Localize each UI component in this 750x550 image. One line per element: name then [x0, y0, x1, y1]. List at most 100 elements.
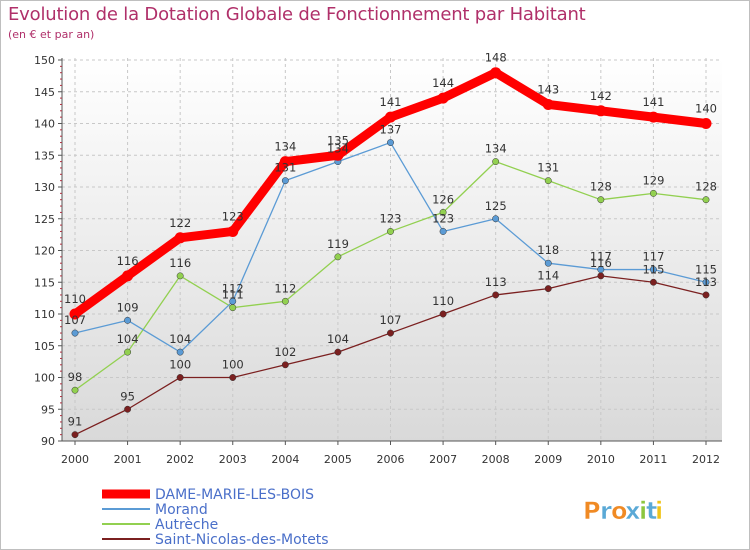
data-point	[700, 118, 712, 129]
data-label: 118	[537, 243, 559, 257]
data-label: 131	[274, 161, 296, 175]
data-point	[702, 278, 710, 286]
data-label: 109	[117, 300, 139, 314]
data-label: 117	[642, 250, 664, 264]
x-tick-label: 2002	[166, 453, 194, 466]
data-point	[387, 228, 394, 235]
data-point	[176, 374, 184, 381]
data-point	[124, 316, 132, 324]
data-label: 110	[432, 294, 454, 308]
y-tick-label: 95	[41, 403, 55, 416]
data-point	[595, 105, 607, 117]
data-point	[71, 386, 79, 394]
logo-letter: P	[583, 497, 601, 525]
x-tick-label: 2001	[114, 453, 142, 466]
x-tick-label: 2003	[219, 453, 247, 466]
x-tick-label: 2010	[587, 453, 615, 466]
data-point	[124, 405, 132, 413]
data-point	[387, 139, 394, 147]
data-label: 115	[642, 262, 664, 276]
x-tick-label: 2000	[61, 453, 89, 466]
data-point	[385, 111, 396, 123]
data-label: 113	[695, 275, 717, 289]
data-point	[332, 149, 344, 161]
data-label: 122	[169, 216, 191, 230]
data-point	[229, 297, 237, 305]
data-label: 129	[642, 173, 664, 187]
logo-letter: x	[625, 497, 641, 525]
data-point	[439, 310, 447, 318]
data-label: 123	[432, 211, 454, 225]
data-label: 141	[380, 95, 402, 109]
logo-letter: o	[611, 497, 628, 525]
data-label: 95	[120, 389, 135, 403]
y-tick-label: 115	[34, 276, 55, 289]
axes: 90 95 100 105 110 115 120 125 130 135 140 145 150 200…	[34, 54, 722, 466]
data-label: 119	[327, 237, 349, 251]
data-point	[281, 297, 289, 305]
data-point	[649, 189, 657, 197]
y-tick-label: 130	[34, 181, 55, 194]
data-label: 123	[380, 211, 402, 225]
y-tick-label: 100	[34, 372, 55, 385]
data-point	[69, 308, 81, 320]
data-point	[439, 208, 447, 216]
data-point	[176, 272, 184, 280]
data-point	[281, 361, 289, 369]
data-point	[281, 177, 289, 185]
data-label: 116	[117, 254, 139, 268]
data-point	[492, 215, 500, 223]
data-label: 134	[485, 142, 507, 156]
data-label: 116	[590, 256, 612, 270]
data-label: 123	[222, 209, 244, 223]
y-tick-label: 125	[34, 213, 55, 226]
data-label: 111	[222, 288, 244, 302]
data-point	[71, 329, 79, 337]
data-label: 128	[695, 180, 717, 194]
data-point	[124, 348, 132, 356]
chart-subtitle: (en € et par an)	[8, 28, 95, 41]
data-label: 140	[695, 102, 717, 116]
data-point	[227, 225, 239, 237]
x-tick-label: 2007	[429, 453, 457, 466]
data-label: 110	[64, 292, 86, 306]
y-tick-label: 105	[34, 340, 55, 353]
x-tick-label: 2004	[271, 453, 299, 466]
data-label: 143	[537, 82, 559, 96]
data-label: 113	[485, 275, 507, 289]
chart-title: Evolution de la Dotation Globale de Fonc…	[8, 4, 586, 25]
data-label: 107	[64, 313, 86, 327]
data-point	[544, 285, 552, 293]
data-point	[334, 348, 342, 356]
data-label: 104	[169, 332, 191, 346]
logo-letter: t	[646, 497, 657, 525]
data-label: 134	[274, 140, 296, 154]
data-point	[649, 278, 657, 286]
x-tick-label: 2012	[692, 453, 720, 466]
data-label: 104	[327, 332, 349, 346]
data-label: 104	[117, 332, 139, 346]
data-label: 141	[642, 95, 664, 109]
y-tick-label: 110	[34, 308, 55, 321]
data-point	[492, 158, 500, 166]
x-tick-label: 2008	[482, 453, 510, 466]
data-point	[492, 291, 500, 299]
y-tick-label: 90	[41, 435, 55, 448]
logo-letter: i	[655, 497, 663, 525]
data-label: 135	[327, 133, 349, 147]
data-point	[176, 348, 184, 356]
logo-letter: r	[600, 497, 612, 525]
data-label: 116	[169, 256, 191, 270]
data-point	[597, 196, 605, 204]
data-label: 112	[274, 281, 296, 295]
data-label: 128	[590, 180, 612, 194]
x-tick-label: 2009	[534, 453, 562, 466]
legend-label: Morand	[155, 502, 208, 518]
x-tick-label: 2005	[324, 453, 352, 466]
y-tick-label: 135	[34, 149, 55, 162]
data-label: 134	[327, 142, 349, 156]
legend-label: Saint-Nicolas-des-Motets	[155, 532, 329, 548]
